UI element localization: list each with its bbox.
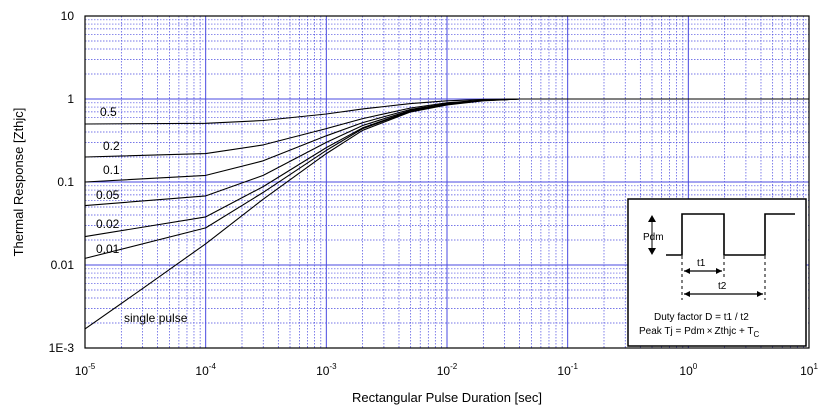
- series-label: 0.1: [103, 163, 120, 177]
- y-tick-label: 1E-3: [49, 341, 75, 355]
- duty-factor-text: Duty factor D = t1 / t2: [654, 312, 749, 323]
- series-label: 0.5: [100, 105, 117, 119]
- x-tick-label: 10-3: [316, 362, 337, 378]
- pulse-waveform: [666, 213, 795, 256]
- series-label: 0.05: [96, 188, 120, 202]
- y-tick-label: 0.1: [57, 175, 74, 189]
- x-tick-label: 10-4: [195, 362, 216, 378]
- pdm-label: Pdm: [643, 232, 664, 243]
- duty-cycle-inset: Pdm t1 t2 Duty factor D = t1 / t2 Peak T…: [627, 198, 807, 347]
- series-label: 0.02: [96, 217, 120, 231]
- y-axis-title: Thermal Response [Zthjc]: [11, 108, 26, 257]
- x-tick-label: 101: [800, 362, 818, 378]
- curves: [84, 98, 809, 330]
- y-tick-label: 10: [61, 9, 75, 23]
- peak-tj-text: Peak Tj = Pdm × Zthjc + TC: [639, 326, 760, 339]
- series-label: single pulse: [124, 311, 188, 325]
- plot-frame: [84, 15, 810, 349]
- series-line-single-pulse: [84, 98, 809, 330]
- x-tick-label: 10-5: [75, 362, 96, 378]
- t1-label: t1: [697, 258, 706, 269]
- series-label: 0.2: [103, 139, 120, 153]
- x-tick-label: 100: [679, 362, 697, 378]
- x-axis-title: Rectangular Pulse Duration [sec]: [352, 390, 542, 405]
- t2-label: t2: [718, 281, 727, 292]
- y-tick-label: 1: [67, 92, 74, 106]
- y-tick-label: 0.01: [51, 258, 75, 272]
- series-labels: 0.5 0.2 0.1 0.05 0.02 0.01 single pulse: [96, 105, 188, 325]
- x-tick-label: 10-2: [437, 362, 458, 378]
- series-label: 0.01: [96, 242, 120, 256]
- x-tick-label: 10-1: [557, 362, 578, 378]
